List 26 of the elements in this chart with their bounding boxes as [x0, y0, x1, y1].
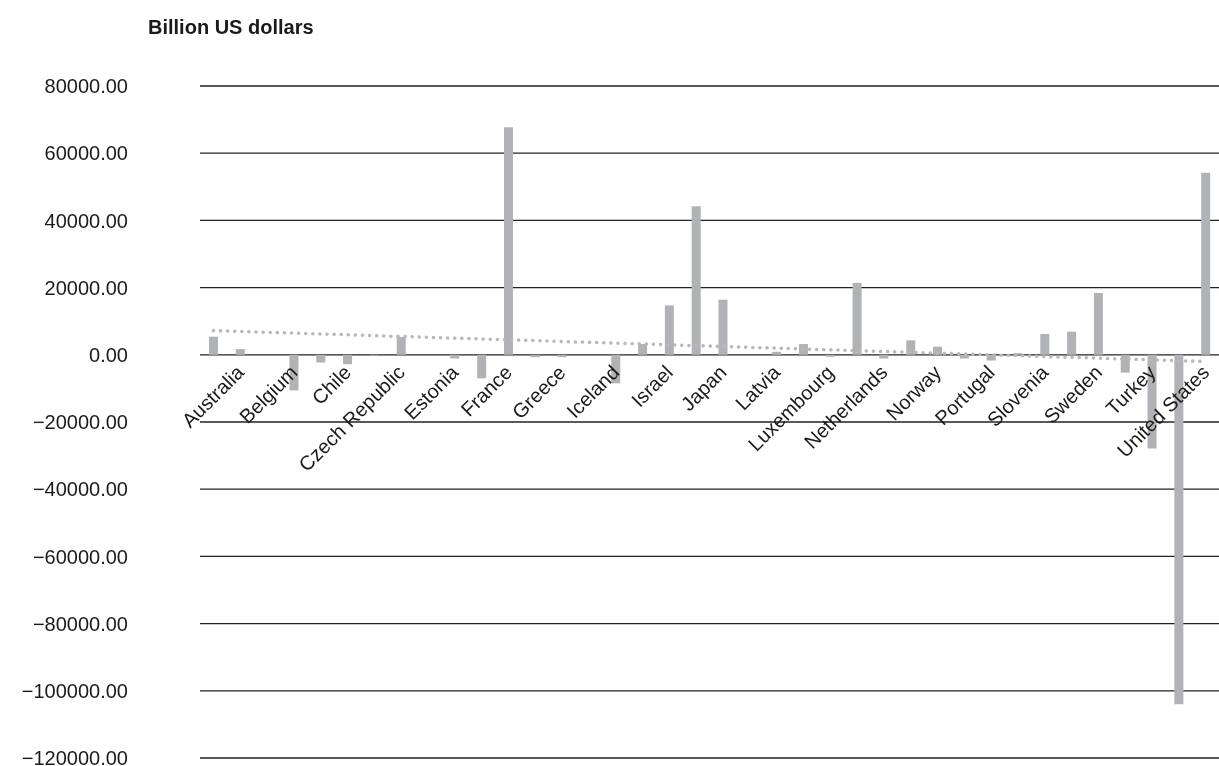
bar: [1040, 333, 1050, 355]
y-tick-label: −40000.00: [32, 478, 128, 501]
y-tick-label: 40000.00: [44, 209, 128, 232]
bar: [1201, 172, 1211, 355]
y-tick-label: −120000.00: [21, 747, 128, 766]
y-tick-label: −80000.00: [32, 612, 128, 635]
y-tick-label: −60000.00: [32, 545, 128, 568]
bar: [316, 354, 326, 363]
bar: [209, 336, 218, 355]
bar: [1067, 331, 1077, 355]
bar: [825, 354, 835, 357]
bar: [772, 351, 782, 355]
y-tick-label: −20000.00: [32, 411, 128, 434]
bar: [798, 344, 808, 355]
y-tick-label: −100000.00: [21, 679, 128, 702]
y-tick-label: 60000.00: [44, 142, 128, 165]
y-tick-label: 0.00: [89, 343, 128, 366]
y-axis-title: Billion US dollars: [148, 16, 314, 39]
bar: [638, 344, 648, 355]
y-tick-label: 80000.00: [44, 75, 128, 98]
bar: [906, 340, 916, 355]
bar: [235, 349, 245, 355]
bar: [343, 354, 353, 365]
bar: [396, 336, 406, 355]
y-tick-label: 20000.00: [44, 276, 128, 299]
bar: [986, 354, 996, 361]
